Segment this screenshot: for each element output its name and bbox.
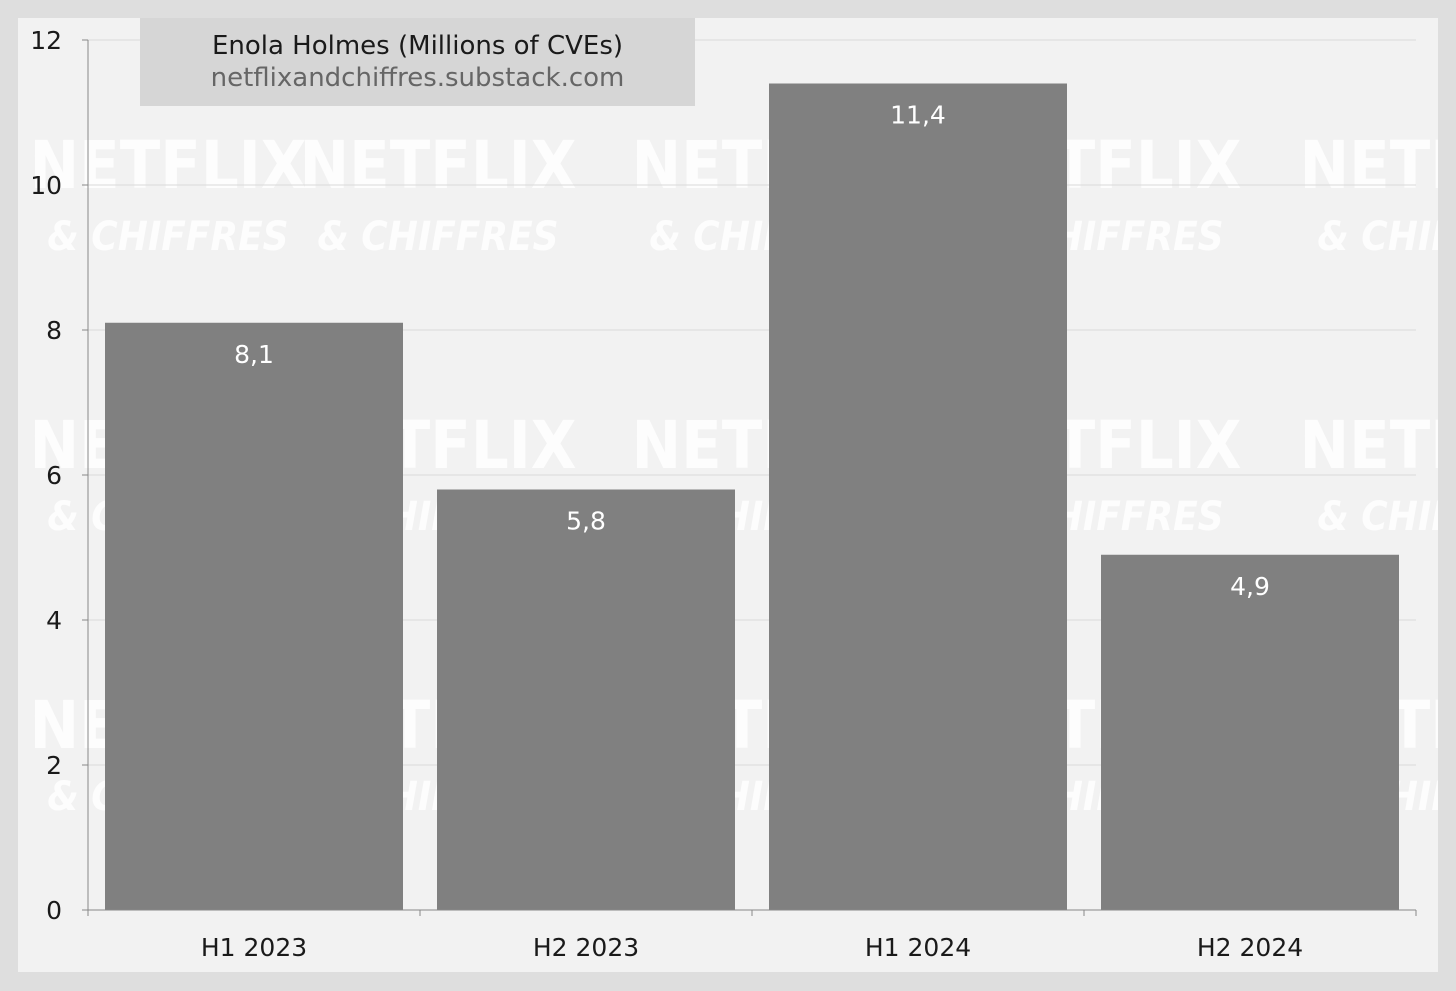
watermark-logo: NETFLIX & CHIFFRES [299, 127, 576, 260]
watermark-text-chiffres: & CHIFFRES [1317, 214, 1438, 260]
bar-series [105, 83, 1399, 910]
x-tick-label: H1 2024 [865, 933, 971, 962]
y-tick-label: 6 [46, 461, 62, 490]
labels: 0 2 4 6 8 10 12 8,1 H1 2023 5,8 H2 2023 11,4 H1 2024… [30, 26, 1303, 962]
chart-subtitle: netflixandchiffres.substack.com [210, 63, 625, 93]
x-tick-label: H1 2023 [201, 933, 307, 962]
data-label: 5,8 [566, 507, 606, 536]
watermark-text-netflix: NETFLIX [299, 127, 576, 204]
bar [769, 83, 1067, 910]
y-tick-label: 4 [46, 606, 62, 635]
bar [105, 322, 403, 910]
watermark-logo: NETFLIX & CHIFFRES [1299, 407, 1438, 540]
watermark-logo: NETFLIX & CHIFFRES [1299, 127, 1438, 260]
watermark-text-netflix: NETFLIX [29, 127, 306, 204]
y-tick-label: 12 [30, 26, 62, 55]
y-tick-label: 0 [46, 896, 62, 925]
x-tick-label: H2 2024 [1197, 933, 1303, 962]
y-tick-label: 8 [46, 316, 62, 345]
watermark-text-netflix: NETFLIX [1299, 127, 1438, 204]
watermark-text-chiffres: & CHIFFRES [317, 214, 558, 260]
watermark-logo: NETFLIX & CHIFFRES [29, 127, 306, 260]
data-label: 4,9 [1230, 572, 1270, 601]
chart-title: Enola Holmes (Millions of CVEs) [211, 31, 624, 61]
watermark-text-chiffres: & CHIFFRES [1317, 494, 1438, 540]
axes [82, 39, 1417, 916]
x-tick-label: H2 2023 [533, 933, 639, 962]
bar [437, 489, 735, 910]
watermark-text-chiffres: & CHIFFRES [47, 214, 288, 260]
data-label: 8,1 [234, 340, 274, 369]
title-box: Enola Holmes (Millions of CVEs) netflixa… [140, 18, 695, 106]
data-label: 11,4 [890, 101, 946, 130]
watermark-text-netflix: NETFLIX [1299, 407, 1438, 484]
bar [1101, 554, 1399, 910]
y-tick-label: 2 [46, 751, 62, 780]
y-tick-label: 10 [30, 171, 62, 200]
